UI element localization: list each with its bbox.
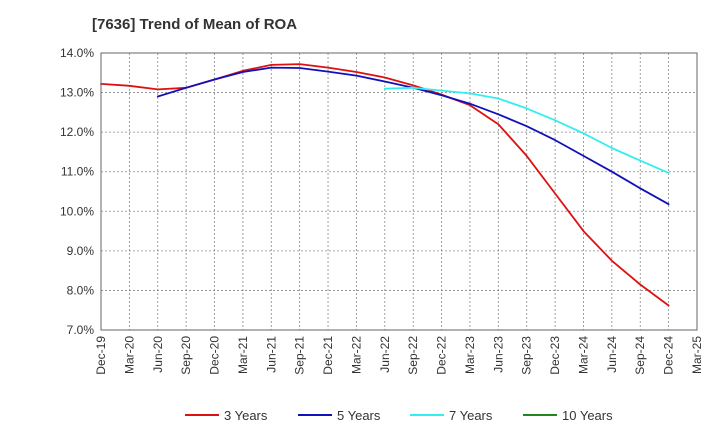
x-tick-label: Sep-21 [293,336,307,375]
y-tick-label: 7.0% [67,323,95,337]
x-tick-label: Mar-24 [576,336,590,374]
x-axis: Dec-19 Mar-20 Jun-20 Sep-20 Dec-20 Mar-21 Jun-… [94,336,704,375]
x-tick-label: Mar-22 [349,336,363,374]
series-line-7-years [383,86,670,174]
x-tick-label: Jun-24 [605,336,619,373]
chart-title: [7636] Trend of Mean of ROA [92,16,297,33]
x-tick-label: Mar-20 [122,336,136,374]
legend: 3 Years 5 Years 7 Years 10 Years [185,408,613,423]
x-tick-label: Jun-23 [491,336,505,373]
x-tick-label: Dec-21 [321,336,335,375]
x-tick-label: Sep-23 [520,336,534,375]
legend-label: 10 Years [562,408,613,423]
x-tick-label: Dec-20 [208,336,222,375]
x-tick-label: Jun-21 [264,336,278,373]
x-tick-label: Jun-22 [378,336,392,373]
y-tick-label: 13.0% [60,86,94,100]
x-tick-label: Dec-19 [94,336,108,375]
y-tick-label: 14.0% [60,46,94,60]
y-tick-label: 11.0% [61,165,94,179]
y-tick-label: 12.0% [60,125,94,139]
y-axis: 7.0% 8.0% 9.0% 10.0% 11.0% 12.0% 13.0% 14.0% [60,46,94,337]
x-tick-label: Dec-24 [662,336,676,375]
x-tick-label: Mar-23 [463,336,477,374]
series-layer [100,63,670,307]
x-tick-label: Jun-20 [151,336,165,373]
y-tick-label: 10.0% [60,204,94,218]
grid-layer [100,52,698,331]
y-tick-label: 9.0% [67,244,95,258]
legend-label: 7 Years [449,408,493,423]
plot-frame [100,52,698,331]
x-tick-label: Dec-23 [548,336,562,375]
x-tick-label: Sep-22 [406,336,420,375]
x-tick-label: Sep-20 [179,336,193,375]
legend-label: 3 Years [224,408,268,423]
x-tick-label: Mar-21 [236,336,250,374]
x-tick-label: Sep-24 [633,336,647,375]
legend-label: 5 Years [337,408,381,423]
x-tick-label: Mar-25 [690,336,704,374]
y-tick-label: 8.0% [67,283,95,297]
x-tick-label: Dec-22 [435,336,449,375]
